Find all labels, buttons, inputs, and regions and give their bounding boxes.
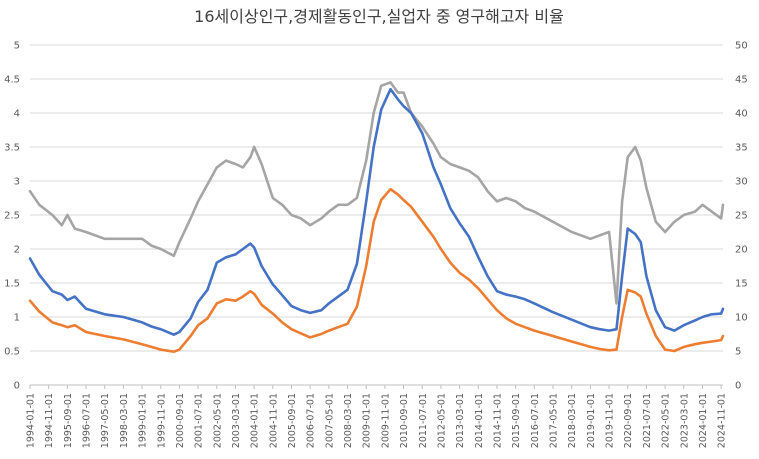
x-tick-label: 2010-09-01 (399, 393, 410, 448)
series-layer (28, 81, 725, 353)
x-tick-label: 2015-09-01 (511, 393, 522, 448)
x-tick-label: 2013-03-01 (455, 393, 466, 448)
x-tick-label: 2022-05-01 (661, 393, 672, 448)
x-tick-label: 2011-07-01 (418, 393, 429, 448)
y-right-tick-label: 25 (735, 211, 748, 222)
y-left-tick-label: 2 (14, 245, 20, 256)
y-left-tick-label: 4.5 (4, 75, 20, 86)
x-tick-label: 2009-11-01 (380, 393, 391, 448)
x-tick-label: 2019-11-01 (605, 393, 616, 448)
y-right-tick-label: 15 (735, 279, 748, 290)
y-right-tick-label: 45 (735, 75, 748, 86)
x-tick-label: 2018-03-01 (567, 393, 578, 448)
y-left-tick-label: 4 (14, 109, 20, 120)
x-tick-label: 2008-03-01 (343, 393, 354, 448)
x-tick-label: 2024-01-01 (698, 393, 709, 448)
x-tick-label: 1996-07-01 (82, 393, 93, 448)
x-tick-label: 1998-03-01 (119, 393, 130, 448)
x-tick-label: 2006-07-01 (306, 393, 317, 448)
y-right-tick-label: 0 (735, 381, 741, 392)
series-line-gray (28, 81, 725, 305)
x-tick-label: 2004-01-01 (250, 393, 261, 448)
x-tick-label: 2005-09-01 (287, 393, 298, 448)
x-tick-label: 2012-05-01 (436, 393, 447, 448)
x-tick-label: 1997-05-01 (100, 393, 111, 448)
y-left-tick-label: 0 (14, 381, 20, 392)
y-left-tick-label: 2.5 (4, 211, 20, 222)
x-tick-label: 1994-11-01 (44, 393, 55, 448)
y-right-tick-label: 50 (735, 41, 748, 52)
y-right-tick-label: 5 (735, 347, 741, 358)
series-line-orange (28, 187, 725, 353)
y-right-tick-label: 10 (735, 313, 748, 324)
y-right-tick-label: 20 (735, 245, 748, 256)
x-tick-label: 2000-09-01 (175, 393, 186, 448)
x-tick-label: 1999-11-01 (156, 393, 167, 448)
y-right-tick-label: 35 (735, 143, 748, 154)
x-tick-label: 2001-07-01 (194, 393, 205, 448)
series-line-blue (28, 87, 725, 336)
x-tick-label: 1999-01-01 (138, 393, 149, 448)
x-tick-label: 2016-07-01 (530, 393, 541, 448)
x-tick-label: 2014-11-01 (492, 393, 503, 448)
y-axis-right: 0 5 10 15 20 25 30 35 40 45 50 (735, 41, 748, 392)
x-tick-label: 2004-11-01 (268, 393, 279, 448)
y-left-tick-label: 3 (14, 177, 20, 188)
y-left-tick-label: 3.5 (4, 143, 20, 154)
x-tick-label: 2009-01-01 (362, 393, 373, 448)
chart-title: 16세이상인구,경제활동인구,실업자 중 영구해고자 비율 (194, 7, 564, 26)
y-axis-left: 0 0.5 1 1.5 2 2.5 3 3.5 4 4.5 5 (4, 41, 20, 392)
x-tick-label: 2003-03-01 (231, 393, 242, 448)
x-tick-label: 2020-09-01 (623, 393, 634, 448)
y-right-tick-label: 40 (735, 109, 748, 120)
x-tick-label: 2014-01-01 (474, 393, 485, 448)
x-tick-label: 2024-11-01 (717, 393, 728, 448)
y-left-tick-label: 1 (14, 313, 20, 324)
x-tick-label: 2002-05-01 (212, 393, 223, 448)
x-tick-label: 2023-03-01 (679, 393, 690, 448)
y-right-tick-label: 30 (735, 177, 748, 188)
y-left-tick-label: 0.5 (4, 347, 20, 358)
y-left-tick-label: 5 (14, 41, 20, 52)
x-tick-label: 1995-09-01 (63, 393, 74, 448)
x-axis: 1994-01-01 1994-11-01 1995-09-01 1996-07-01… (26, 384, 728, 448)
x-tick-label: 2017-05-01 (549, 393, 560, 448)
y-left-tick-label: 1.5 (4, 279, 20, 290)
x-tick-label: 2019-01-01 (586, 393, 597, 448)
x-tick-label: 2021-07-01 (642, 393, 653, 448)
x-tick-label: 2007-05-01 (324, 393, 335, 448)
x-tick-label: 1994-01-01 (26, 393, 37, 448)
